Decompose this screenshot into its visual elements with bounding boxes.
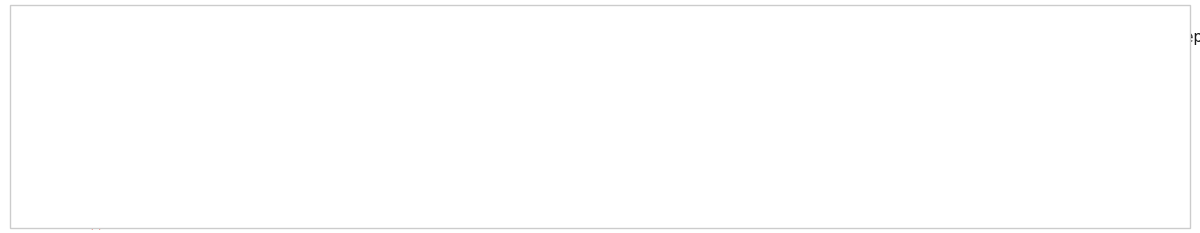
Text: represent the width of the sides of the square base and let: represent the width of the sides of the … bbox=[724, 30, 1164, 45]
Text: h =: h = bbox=[58, 156, 84, 171]
Text: 3: 3 bbox=[314, 202, 322, 212]
FancyBboxPatch shape bbox=[106, 85, 205, 132]
Text: cm: cm bbox=[188, 184, 211, 199]
Text: ).: ). bbox=[322, 209, 332, 223]
Text: cm: cm bbox=[220, 156, 242, 171]
Text: w =: w = bbox=[58, 101, 86, 116]
Text: 3: 3 bbox=[211, 172, 217, 182]
Text: A rectangular solid with a square base has a surface area of: A rectangular solid with a square base h… bbox=[34, 30, 480, 45]
Text: represent the height of the solid.): represent the height of the solid.) bbox=[1174, 30, 1200, 45]
Text: h: h bbox=[1164, 30, 1174, 45]
Text: cm: cm bbox=[220, 101, 242, 116]
Text: ✕: ✕ bbox=[108, 134, 122, 152]
FancyBboxPatch shape bbox=[106, 140, 205, 186]
Text: square centimeters. (Let: square centimeters. (Let bbox=[522, 30, 712, 45]
FancyBboxPatch shape bbox=[86, 168, 176, 214]
Text: (b)   Find the maximum volume (in cm: (b) Find the maximum volume (in cm bbox=[34, 209, 314, 223]
Text: w: w bbox=[712, 30, 724, 45]
Text: ✕: ✕ bbox=[108, 189, 122, 207]
Text: (a)   Determine the dimensions (in cm) that yield the maximum volume.: (a) Determine the dimensions (in cm) tha… bbox=[34, 63, 564, 78]
Text: ✕: ✕ bbox=[89, 217, 103, 233]
Text: 121.5: 121.5 bbox=[480, 30, 522, 45]
